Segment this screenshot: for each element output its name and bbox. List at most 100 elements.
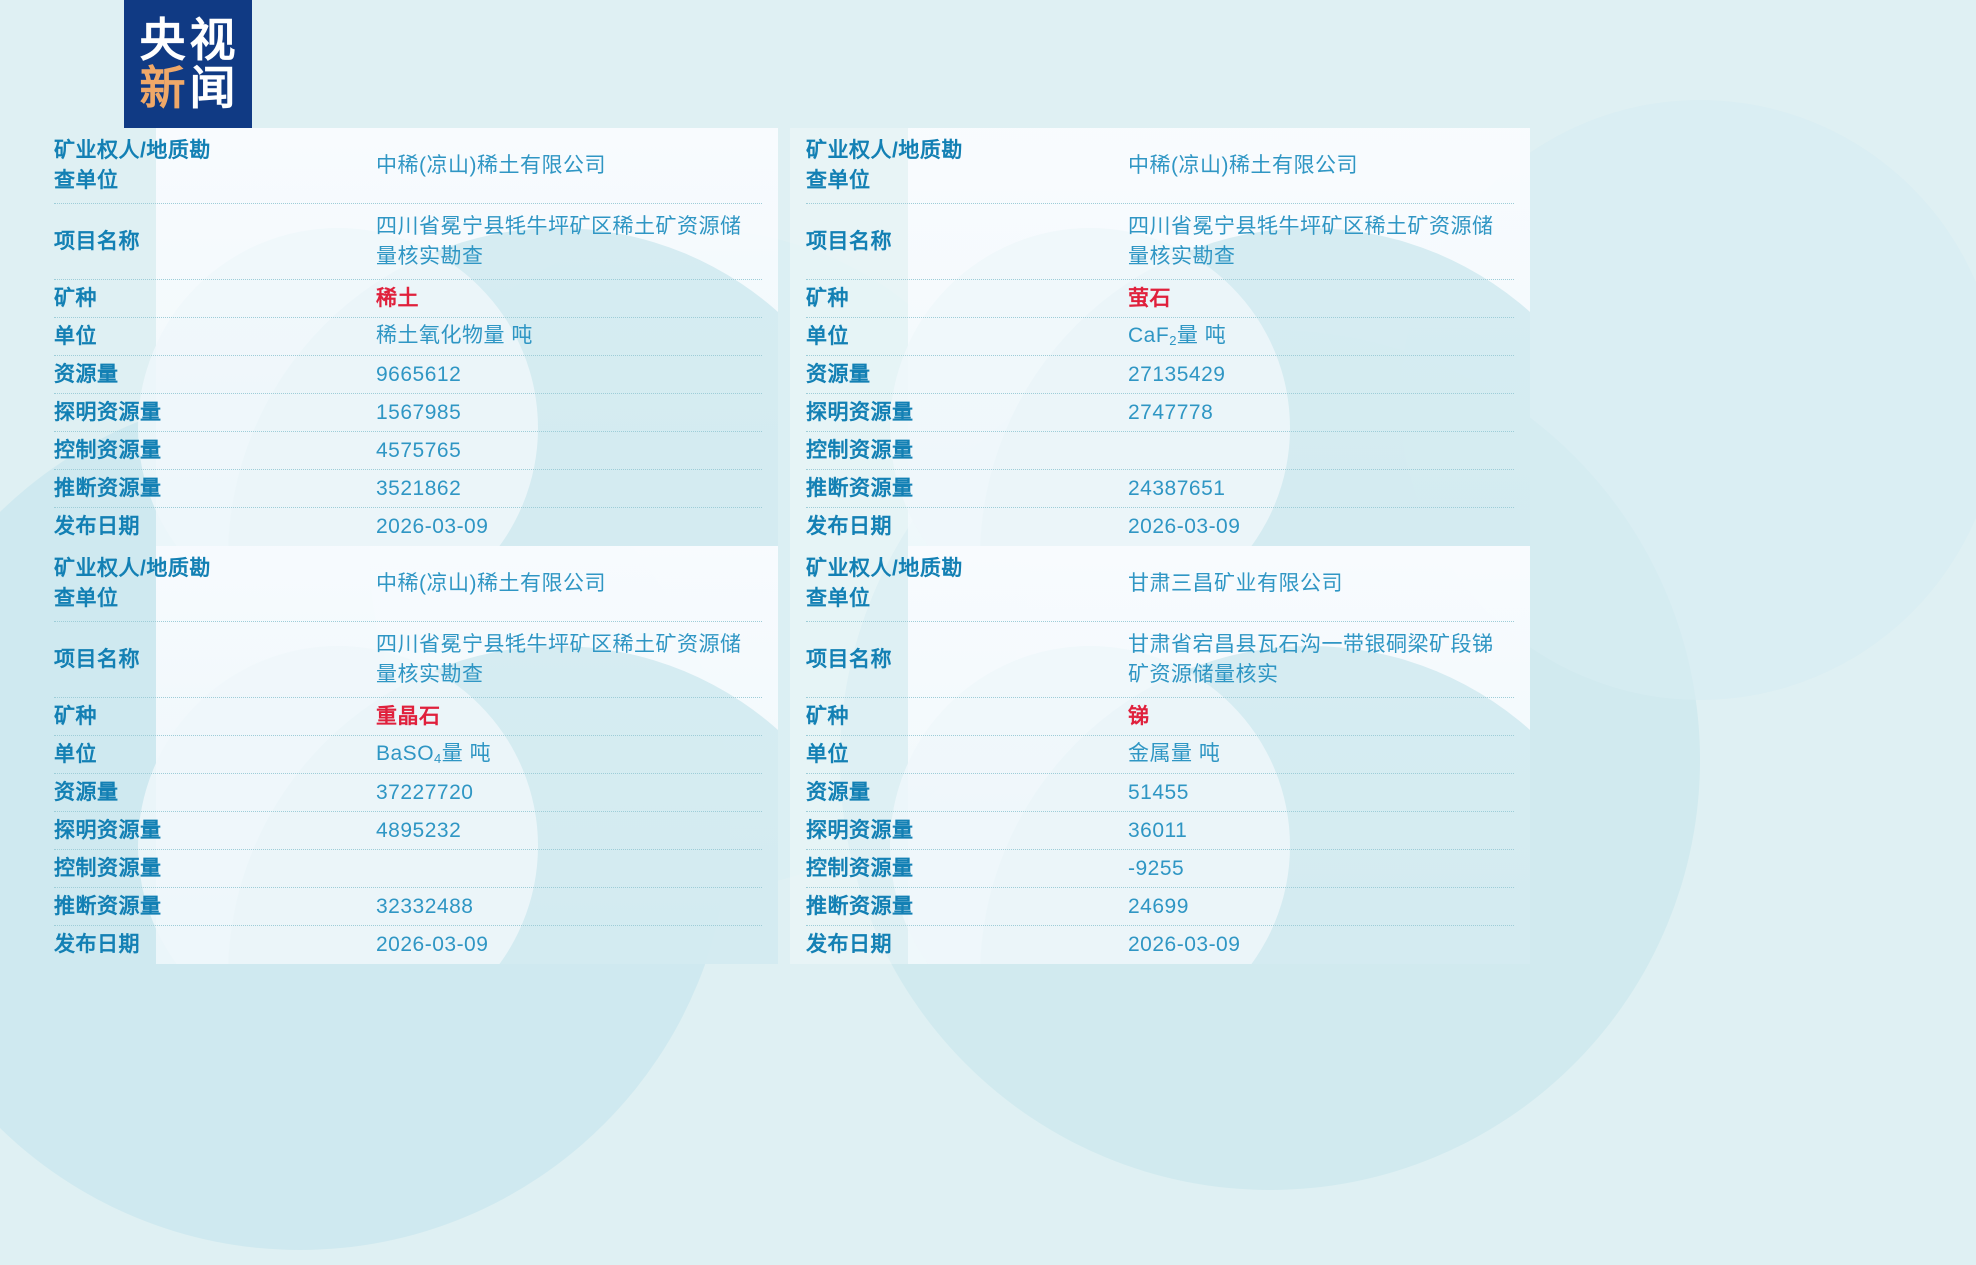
label-project-name: 项目名称 [54, 227, 354, 257]
label-holder: 矿业权人/地质勘 查单位 [806, 554, 1106, 614]
label-unit-line-1: 单位 [54, 742, 97, 766]
unit-subscript: 4 [434, 750, 442, 766]
value-project-name-line-2: 量核实勘查 [1128, 244, 1236, 268]
value-publish-date: 2026-03-09 [1106, 930, 1514, 960]
table-row: 推断资源量 24699 [806, 888, 1514, 926]
value-resource-total: 37227720 [354, 778, 762, 808]
value-resource-total: 51455 [1106, 778, 1514, 808]
label-proven-resource-line-1: 探明资源量 [806, 400, 914, 424]
value-resource-total-line-1: 9665612 [376, 362, 462, 386]
table-row: 矿业权人/地质勘 查单位 中稀(凉山)稀土有限公司 [806, 128, 1514, 204]
logo-char-xin: 新 [139, 61, 187, 115]
label-holder-line-2: 查单位 [54, 168, 119, 192]
logo-char-wen: 闻 [189, 61, 237, 115]
label-project-name-line-1: 项目名称 [806, 647, 892, 671]
panel-rare-earth: 矿业权人/地质勘 查单位 中稀(凉山)稀土有限公司 项目名称 四川省冕宁县牦牛坪矿区稀土… [38, 128, 778, 546]
value-unit-line-1: CaF2量 吨 [1128, 321, 1514, 353]
value-publish-date-line-1: 2026-03-09 [1128, 933, 1241, 956]
value-holder: 中稀(凉山)稀土有限公司 [1106, 151, 1514, 181]
value-mineral-type: 锑 [1106, 702, 1514, 732]
label-controlled-resource-line-1: 控制资源量 [806, 438, 914, 462]
label-resource-total-line-1: 资源量 [54, 362, 119, 386]
label-controlled-resource-line-1: 控制资源量 [54, 438, 162, 462]
value-proven-resource: 1567985 [354, 398, 762, 428]
table-row: 控制资源量 [806, 432, 1514, 470]
label-inferred-resource-line-1: 推断资源量 [54, 476, 162, 500]
value-inferred-resource: 3521862 [354, 474, 762, 504]
panel-content: 矿业权人/地质勘 查单位 中稀(凉山)稀土有限公司 项目名称 四川省冕宁县牦牛坪矿区稀土… [806, 128, 1514, 546]
label-controlled-resource: 控制资源量 [806, 854, 1106, 884]
value-inferred-resource-line-1: 32332488 [376, 894, 474, 918]
logo-char-yang: 央 [139, 13, 187, 67]
label-publish-date-line-1: 发布日期 [806, 515, 892, 538]
value-publish-date: 2026-03-09 [354, 930, 762, 960]
value-publish-date: 2026-03-09 [354, 512, 762, 542]
label-proven-resource-line-1: 探明资源量 [54, 818, 162, 842]
value-project-name-line-2: 量核实勘查 [376, 662, 484, 686]
table-row: 矿种 稀土 [54, 280, 762, 318]
label-proven-resource-line-1: 探明资源量 [806, 818, 914, 842]
table-row: 发布日期 2026-03-09 [806, 508, 1514, 546]
label-project-name-line-1: 项目名称 [54, 229, 140, 253]
value-publish-date-line-1: 2026-03-09 [376, 515, 489, 538]
table-row: 项目名称 甘肃省宕昌县瓦石沟一带银硐梁矿段锑 矿资源储量核实 [806, 622, 1514, 698]
value-proven-resource: 36011 [1106, 816, 1514, 846]
label-mineral-type-line-1: 矿种 [54, 286, 97, 310]
label-unit: 单位 [54, 322, 354, 352]
table-row: 单位 金属量 吨 [806, 736, 1514, 774]
table-row: 推断资源量 24387651 [806, 470, 1514, 508]
value-proven-resource-line-1: 4895232 [376, 818, 462, 842]
value-proven-resource: 2747778 [1106, 398, 1514, 428]
table-row: 探明资源量 36011 [806, 812, 1514, 850]
label-holder: 矿业权人/地质勘 查单位 [54, 136, 354, 196]
label-inferred-resource-line-1: 推断资源量 [54, 894, 162, 918]
value-unit: 金属量 吨 [1106, 739, 1514, 771]
value-controlled-resource-line-1: 4575765 [376, 438, 462, 462]
value-inferred-resource: 24387651 [1106, 474, 1514, 504]
panel-barite: 矿业权人/地质勘 查单位 中稀(凉山)稀土有限公司项目名称 四川省冕宁县牦牛坪矿区稀土… [38, 546, 778, 964]
label-inferred-resource: 推断资源量 [54, 892, 354, 922]
value-proven-resource: 4895232 [354, 816, 762, 846]
table-row: 矿业权人/地质勘 查单位 中稀(凉山)稀土有限公司 [54, 128, 762, 204]
mineral-records-grid: 矿业权人/地质勘 查单位 中稀(凉山)稀土有限公司 项目名称 四川省冕宁县牦牛坪矿区稀土… [38, 128, 1938, 964]
table-row: 控制资源量 -9255 [806, 850, 1514, 888]
value-holder-line-1: 中稀(凉山)稀土有限公司 [376, 571, 606, 595]
value-mineral-type-line-1: 萤石 [1128, 286, 1171, 310]
value-mineral-type: 重晶石 [354, 702, 762, 732]
panel-antimony: 矿业权人/地质勘 查单位 甘肃三昌矿业有限公司 项目名称 甘肃省宕昌县瓦石沟一带银硐梁矿… [790, 546, 1530, 964]
label-unit-line-1: 单位 [54, 324, 97, 348]
table-row: 控制资源量 [54, 850, 762, 888]
label-inferred-resource-line-1: 推断资源量 [806, 894, 914, 918]
value-holder: 中稀(凉山)稀土有限公司 [354, 151, 762, 181]
value-controlled-resource-line-1: -9255 [1128, 856, 1185, 880]
value-mineral-type-line-1: 稀土 [376, 286, 419, 310]
unit-suffix: 量 吨 [441, 741, 492, 765]
label-proven-resource: 探明资源量 [54, 398, 354, 428]
label-controlled-resource: 控制资源量 [806, 436, 1106, 466]
label-controlled-resource-line-1: 控制资源量 [54, 856, 162, 880]
value-mineral-type-line-1: 重晶石 [376, 704, 441, 728]
value-project-name: 四川省冕宁县牦牛坪矿区稀土矿资源储 量核实勘查 [354, 630, 762, 690]
table-row: 推断资源量 32332488 [54, 888, 762, 926]
value-unit: BaSO4量 吨 [354, 739, 762, 771]
label-publish-date: 发布日期 [806, 930, 1106, 960]
label-mineral-type: 矿种 [54, 702, 354, 732]
value-unit: CaF2量 吨 [1106, 321, 1514, 353]
label-holder: 矿业权人/地质勘 查单位 [54, 554, 354, 614]
logo-line-1: 央 视 [140, 17, 237, 63]
label-project-name: 项目名称 [54, 645, 354, 675]
value-project-name: 四川省冕宁县牦牛坪矿区稀土矿资源储 量核实勘查 [354, 212, 762, 272]
label-unit: 单位 [54, 740, 354, 770]
table-row: 控制资源量 4575765 [54, 432, 762, 470]
label-project-name: 项目名称 [806, 227, 1106, 257]
value-resource-total: 9665612 [354, 360, 762, 390]
unit-subscript: 2 [1169, 332, 1177, 348]
label-proven-resource: 探明资源量 [806, 398, 1106, 428]
value-holder-line-1: 中稀(凉山)稀土有限公司 [1128, 153, 1358, 177]
label-inferred-resource-line-1: 推断资源量 [806, 476, 914, 500]
label-unit: 单位 [806, 322, 1106, 352]
label-project-name-line-1: 项目名称 [54, 647, 140, 671]
label-holder-line-1: 矿业权人/地质勘 [54, 138, 211, 162]
label-mineral-type-line-1: 矿种 [806, 286, 849, 310]
label-project-name-line-1: 项目名称 [806, 229, 892, 253]
